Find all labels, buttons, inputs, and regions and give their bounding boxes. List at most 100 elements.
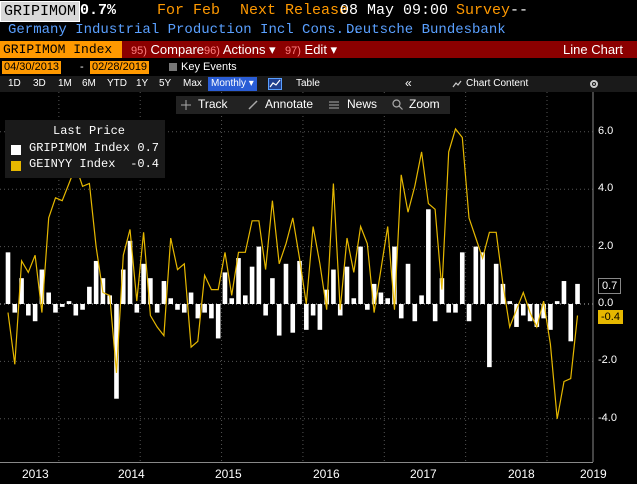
- period-label: For Feb: [157, 2, 221, 19]
- x-tick-label: 2017: [410, 467, 437, 481]
- last-value: 0.7%: [80, 2, 117, 19]
- bar: [365, 304, 370, 310]
- index-field[interactable]: GRIPIMOM Index: [0, 41, 122, 58]
- bar: [134, 304, 140, 313]
- x-tick-label: 2018: [508, 467, 535, 481]
- frequency-dropdown[interactable]: Monthly ▾: [208, 77, 257, 91]
- bar: [514, 304, 519, 327]
- bar: [181, 304, 187, 313]
- track-button[interactable]: Track: [198, 97, 228, 111]
- period-1m[interactable]: 1M: [58, 78, 72, 89]
- bar: [256, 246, 262, 304]
- bar: [148, 278, 153, 304]
- compare-label: Compare: [150, 42, 204, 57]
- bar: [202, 304, 207, 313]
- chart-type-label[interactable]: Line Chart: [563, 42, 623, 57]
- bar: [487, 304, 492, 368]
- bar: [439, 278, 445, 304]
- actions-button[interactable]: 96) Actions ▾: [204, 41, 276, 58]
- bar: [141, 263, 146, 304]
- bar: [507, 301, 513, 304]
- annotate-button[interactable]: Annotate: [265, 97, 314, 111]
- y-tick-label: -4.0: [598, 411, 617, 424]
- x-tick-label: 2013: [22, 467, 49, 481]
- survey-label: Survey: [456, 2, 511, 19]
- gear-icon[interactable]: [589, 79, 599, 89]
- bar: [46, 292, 51, 304]
- y-tick-label: -2.0: [598, 354, 617, 367]
- zoom-button[interactable]: Zoom: [409, 97, 440, 111]
- ticker-field[interactable]: GRIPIMOM: [0, 1, 81, 22]
- bar: [331, 269, 336, 304]
- chart-tools: Track Annotate News Zoom: [176, 96, 450, 114]
- line-series: [7, 127, 579, 419]
- line-chart-icon[interactable]: [268, 78, 282, 90]
- pencil-icon: [248, 100, 258, 110]
- function-toolbar: GRIPIMOM Index 95) Compare 96) Actions ▾…: [0, 41, 637, 58]
- bar: [249, 266, 255, 304]
- bar: [53, 304, 58, 313]
- legend-swatch-gold: [11, 161, 21, 171]
- chart-legend: Last Price GRIPIMOM Index 0.7 GEINYY Ind…: [5, 120, 165, 178]
- bar: [283, 263, 289, 304]
- period-max[interactable]: Max: [183, 78, 202, 89]
- bar: [73, 304, 79, 316]
- period-6m[interactable]: 6M: [82, 78, 96, 89]
- x-axis: 2013 2014 2015 2016 2017 2018 2019: [0, 462, 607, 484]
- collapse-icon[interactable]: «: [405, 76, 412, 90]
- key-events-checkbox[interactable]: [169, 63, 177, 71]
- period-1y[interactable]: 1Y: [136, 78, 149, 89]
- bar: [161, 281, 167, 304]
- data-source: Deutsche Bundesbank: [346, 22, 506, 38]
- news-button[interactable]: News: [347, 97, 378, 111]
- bar: [453, 304, 458, 313]
- bar: [466, 304, 472, 322]
- bar: [209, 304, 214, 319]
- bar: [26, 304, 31, 316]
- bar: [236, 258, 241, 304]
- period-5y[interactable]: 5Y: [159, 78, 172, 89]
- compare-number: 95): [131, 45, 147, 57]
- search-icon: [392, 99, 403, 110]
- bar: [459, 252, 465, 304]
- line-path: [7, 127, 579, 419]
- bar: [222, 272, 228, 304]
- legend-name-2: GEINYY Index: [29, 157, 116, 171]
- bar: [229, 298, 235, 304]
- bar: [12, 304, 18, 313]
- bar: [432, 304, 438, 322]
- bar: [371, 283, 377, 304]
- period-ytd[interactable]: YTD: [107, 78, 127, 89]
- period-1d[interactable]: 1D: [8, 78, 21, 89]
- compare-button[interactable]: 95) Compare: [131, 41, 204, 58]
- bar: [548, 304, 553, 330]
- end-date-field[interactable]: 02/28/2019: [90, 61, 150, 74]
- bar: [398, 304, 404, 319]
- bar: [500, 283, 506, 304]
- chart-grid: [0, 92, 594, 462]
- bar: [188, 292, 194, 304]
- chart-content-button[interactable]: Chart Content: [466, 78, 529, 89]
- header-bar: GRIPIMOM 0.7% For Feb Next Release 08 Ma…: [0, 0, 637, 22]
- start-date-field[interactable]: 04/30/2013: [2, 61, 62, 74]
- period-3d[interactable]: 3D: [33, 78, 46, 89]
- bar: [290, 304, 296, 333]
- last-value-tag-gold: -0.4: [598, 310, 623, 324]
- bar: [59, 304, 65, 307]
- bar: [310, 304, 316, 316]
- bar: [80, 304, 85, 310]
- bar: [195, 304, 201, 319]
- chart-plot[interactable]: [0, 92, 637, 462]
- table-button[interactable]: Table: [296, 78, 320, 89]
- bar: [175, 304, 180, 310]
- legend-value-2: -0.4: [130, 157, 159, 171]
- legend-value-1: 0.7: [137, 141, 159, 155]
- bar: [344, 266, 350, 304]
- chart-content-icon: [452, 80, 462, 88]
- legend-name-1: GRIPIMOM Index: [29, 141, 130, 155]
- edit-button[interactable]: 97) Edit ▾: [285, 41, 337, 58]
- x-tick-label: 2019: [580, 467, 607, 481]
- bar: [120, 269, 126, 304]
- edit-number: 97): [285, 45, 301, 57]
- bar: [324, 289, 329, 304]
